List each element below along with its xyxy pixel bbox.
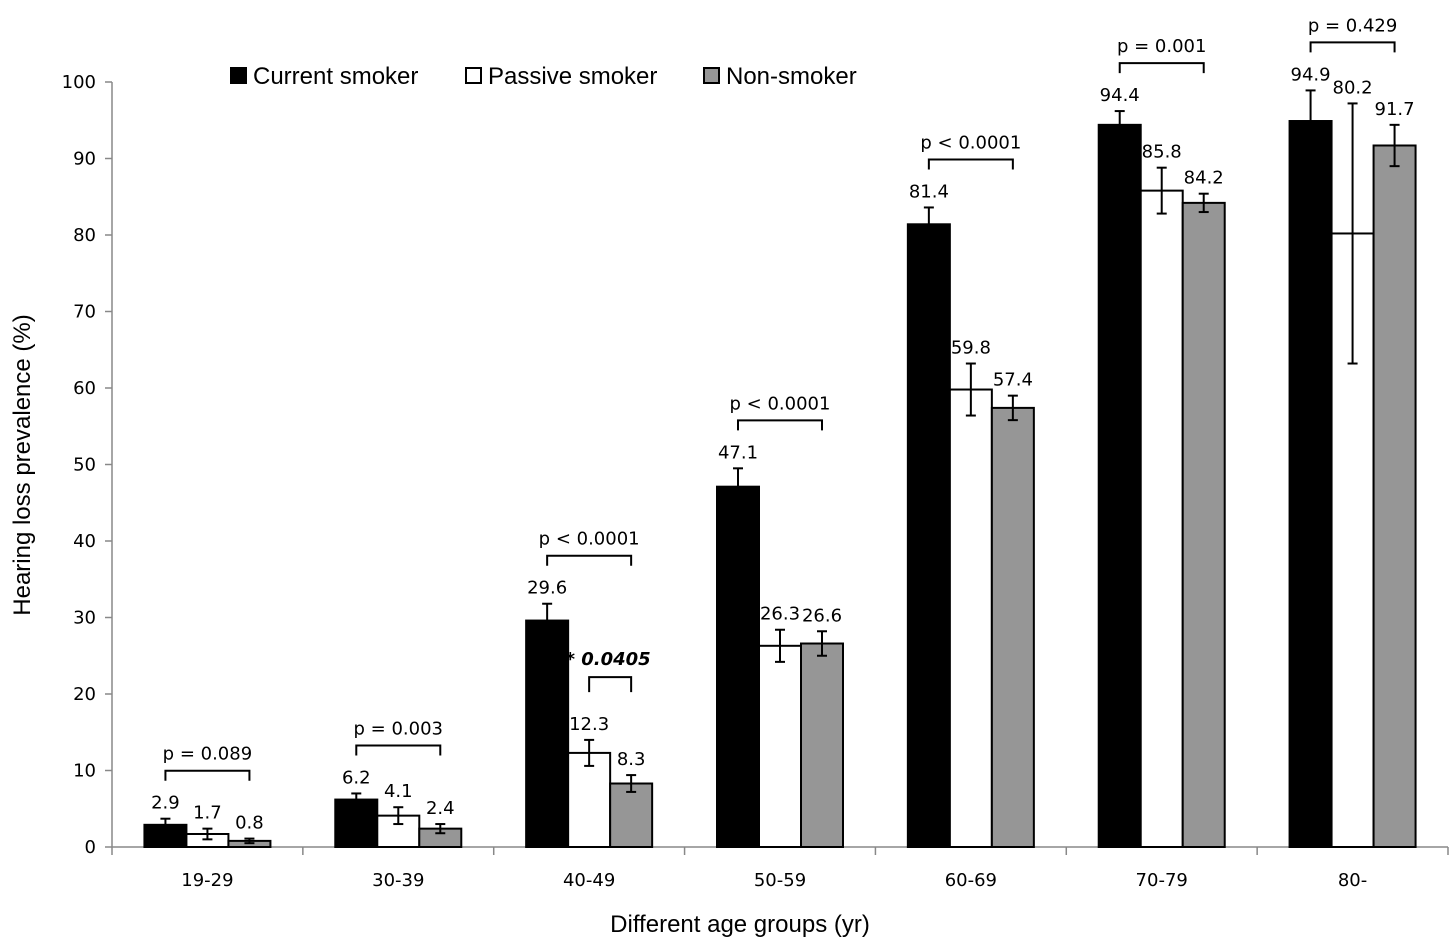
- data-label: 2.4: [426, 798, 455, 819]
- y-tick-label: 50: [73, 455, 96, 476]
- data-labels: 2.9 6.2 29.6 47.1 81.4 94.4 94.9 1.7 4.1 12.3 26.3…: [151, 64, 1415, 833]
- legend-label: Passive smoker: [488, 63, 657, 90]
- bar: [800, 642, 844, 849]
- y-tick-label: 90: [73, 149, 96, 170]
- data-label: 94.9: [1291, 64, 1331, 85]
- y-tick-label: 70: [73, 302, 96, 323]
- p-value-annotations: p = 0.089 p = 0.003 p < 0.0001 p < 0.0001 p …: [163, 15, 1397, 781]
- bar: [567, 751, 612, 849]
- p-value-bracket: [355, 744, 442, 756]
- bar: [1139, 189, 1184, 848]
- p-value-label: p = 0.001: [1117, 36, 1206, 57]
- p-value-bracket: [546, 554, 633, 566]
- x-tick-label: 40-49: [563, 870, 615, 891]
- p-value-label: p = 0.429: [1308, 15, 1397, 36]
- bar: [948, 388, 993, 848]
- legend-swatch: [703, 67, 720, 84]
- data-label: 0.8: [235, 813, 264, 834]
- axes: 0 10 20 30 40 50 60 70 80 90 100 19-29 30-39 40-49 50-…: [62, 72, 1449, 891]
- legend: Current smoker Passive smoker Non-smoker: [230, 63, 857, 90]
- legend-swatch: [230, 67, 247, 84]
- data-label: 94.4: [1100, 85, 1140, 106]
- bar: [758, 644, 802, 848]
- x-axis-label: Different age groups (yr): [610, 911, 870, 938]
- bar: [609, 782, 654, 849]
- bar: [1288, 120, 1333, 848]
- p-value-bracket: [737, 419, 823, 431]
- p-value-bracket: [1118, 62, 1205, 74]
- y-tick-label: 0: [85, 837, 96, 858]
- x-tick-label: 70-79: [1136, 870, 1188, 891]
- y-tick-label: 80: [73, 225, 96, 246]
- p-value-bracket: [927, 158, 1014, 170]
- p-value-label: p < 0.0001: [730, 393, 831, 414]
- data-label: 81.4: [909, 181, 949, 202]
- x-tick-label: 50-59: [754, 870, 806, 891]
- x-tick-label: 60-69: [945, 870, 997, 891]
- p-value-label: p < 0.0001: [539, 529, 640, 550]
- data-label: 47.1: [718, 442, 758, 463]
- data-label: 84.2: [1184, 168, 1224, 189]
- data-label: 1.7: [193, 803, 222, 824]
- y-axis-label: Hearing loss prevalence (%): [9, 314, 36, 615]
- data-label: 57.4: [993, 370, 1033, 391]
- data-label: 8.3: [617, 749, 646, 770]
- error-bars: [160, 89, 1400, 845]
- bar: [906, 223, 951, 849]
- annotation-label: * 0.0405: [566, 649, 651, 670]
- x-tick-label: 80-: [1338, 870, 1367, 891]
- y-tick-label: 40: [73, 531, 96, 552]
- legend-swatch: [465, 67, 482, 84]
- p-value-label: p = 0.003: [354, 718, 443, 739]
- data-label: 59.8: [951, 338, 991, 359]
- data-label: 12.3: [569, 714, 609, 735]
- data-label: 2.9: [151, 793, 180, 814]
- data-label: 26.3: [760, 604, 800, 625]
- p-value-bracket: [164, 769, 251, 781]
- p-value-bracket: [1309, 41, 1396, 53]
- x-tick-label: 30-39: [372, 870, 424, 891]
- bar: [1372, 144, 1417, 848]
- y-tick-label: 100: [62, 72, 96, 93]
- y-tick-label: 30: [73, 608, 96, 629]
- data-label: 91.7: [1375, 99, 1415, 120]
- annotation-bracket: [588, 676, 633, 693]
- bar: [716, 485, 760, 848]
- data-label: 29.6: [527, 578, 567, 599]
- legend-label: Non-smoker: [726, 63, 857, 90]
- bars: [143, 120, 1417, 849]
- p-value-label: p = 0.089: [163, 744, 252, 765]
- y-tick-label: 20: [73, 684, 96, 705]
- data-label: 6.2: [342, 767, 371, 788]
- data-label: 26.6: [802, 605, 842, 626]
- bar: [1181, 201, 1226, 848]
- p-value-label: p < 0.0001: [920, 132, 1021, 153]
- x-tick-label: 19-29: [181, 870, 233, 891]
- data-label: 80.2: [1333, 77, 1373, 98]
- bar: [525, 619, 570, 848]
- data-label: 85.8: [1142, 142, 1182, 163]
- data-label: 4.1: [384, 781, 413, 802]
- y-tick-label: 60: [73, 378, 96, 399]
- y-tick-label: 10: [73, 761, 96, 782]
- legend-label: Current smoker: [253, 63, 418, 90]
- bar: [1097, 123, 1142, 848]
- bar: [990, 406, 1035, 848]
